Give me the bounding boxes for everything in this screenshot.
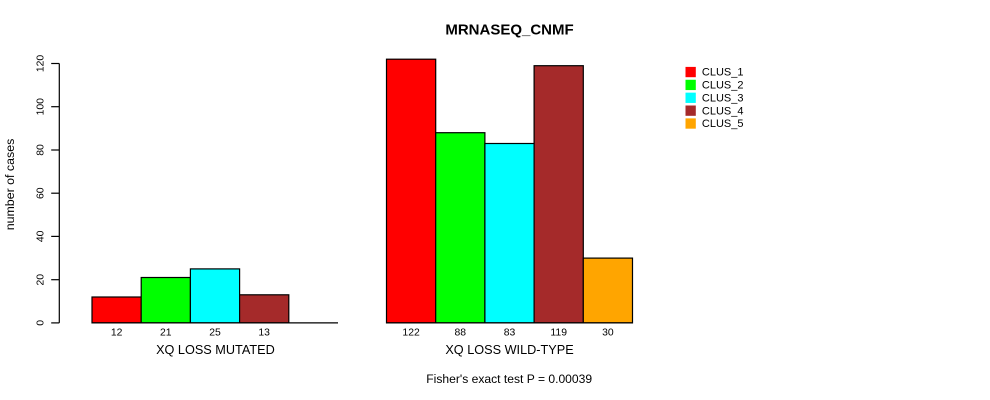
svg-text:0: 0 [35,320,46,326]
svg-text:119: 119 [550,328,567,339]
svg-text:12: 12 [111,328,123,339]
svg-text:20: 20 [35,274,46,286]
svg-text:CLUS_5: CLUS_5 [702,118,744,130]
svg-text:30: 30 [602,328,614,339]
svg-text:100: 100 [35,98,46,116]
svg-text:83: 83 [504,328,516,339]
svg-text:MRNASEQ_CNMF: MRNASEQ_CNMF [445,21,573,38]
svg-text:13: 13 [258,328,270,339]
svg-text:CLUS_4: CLUS_4 [702,105,744,117]
svg-text:XQ LOSS MUTATED: XQ LOSS MUTATED [156,343,275,357]
svg-text:120: 120 [35,55,46,73]
svg-text:CLUS_3: CLUS_3 [702,92,744,104]
svg-text:CLUS_2: CLUS_2 [702,80,744,92]
svg-text:Fisher's exact test P = 0.0003: Fisher's exact test P = 0.00039 [426,372,592,386]
svg-text:CLUS_1: CLUS_1 [702,67,744,79]
svg-text:25: 25 [209,328,221,339]
svg-text:122: 122 [402,328,420,339]
svg-text:88: 88 [455,328,467,339]
svg-text:number of cases: number of cases [3,139,17,231]
svg-text:60: 60 [35,187,46,199]
svg-text:21: 21 [160,328,172,339]
svg-text:40: 40 [35,230,46,242]
svg-text:XQ LOSS WILD-TYPE: XQ LOSS WILD-TYPE [445,343,573,357]
svg-text:80: 80 [35,144,46,156]
